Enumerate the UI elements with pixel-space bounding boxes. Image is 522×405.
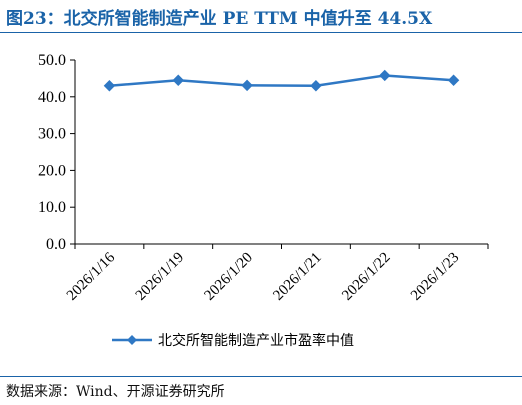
x-axis: 2026/1/16 2026/1/19 2026/1/20 2026/1/21 2026… xyxy=(64,243,489,304)
x-tick-label: 2026/1/19 xyxy=(133,250,187,304)
data-point-marker xyxy=(379,69,391,82)
data-point-marker xyxy=(310,80,322,92)
source-divider xyxy=(0,376,522,377)
y-tick-label: 50.0 xyxy=(38,52,66,69)
data-point-marker xyxy=(103,80,116,92)
data-point-marker xyxy=(447,74,460,86)
series-line-group xyxy=(103,69,460,92)
y-tick-label: 30.0 xyxy=(38,126,66,143)
chart-title: 图23：北交所智能制造产业 PE TTM 中值升至 44.5X xyxy=(6,9,433,29)
y-tick-label: 10.0 xyxy=(38,199,66,216)
x-tick-label: 2026/1/23 xyxy=(408,250,462,304)
x-tick-label: 2026/1/20 xyxy=(202,250,256,304)
data-point-marker xyxy=(172,74,184,86)
source-note: 数据来源：Wind、开源证券研究所 xyxy=(6,384,225,400)
y-tick-label: 0.0 xyxy=(46,236,66,253)
line-chart: 0.010.020.030.040.050.0 2026/1/16 2026/1/… xyxy=(38,52,489,349)
x-tick-label: 2026/1/22 xyxy=(339,250,393,304)
x-tick-label: 2026/1/16 xyxy=(64,249,119,304)
y-axis: 0.0 10.0 20.0 30.0 40.0 50.0 xyxy=(38,52,76,253)
legend-label: 北交所智能制造产业市盈率中值 xyxy=(158,332,354,349)
legend: 北交所智能制造产业市盈率中值 xyxy=(112,332,354,349)
y-tick-label: 40.0 xyxy=(38,89,66,106)
title-divider xyxy=(0,32,522,33)
y-tick-label: 20.0 xyxy=(38,162,66,179)
legend-marker xyxy=(127,335,137,345)
data-point-marker xyxy=(241,79,253,92)
x-tick-label: 2026/1/21 xyxy=(270,250,324,304)
series-line xyxy=(109,74,454,88)
